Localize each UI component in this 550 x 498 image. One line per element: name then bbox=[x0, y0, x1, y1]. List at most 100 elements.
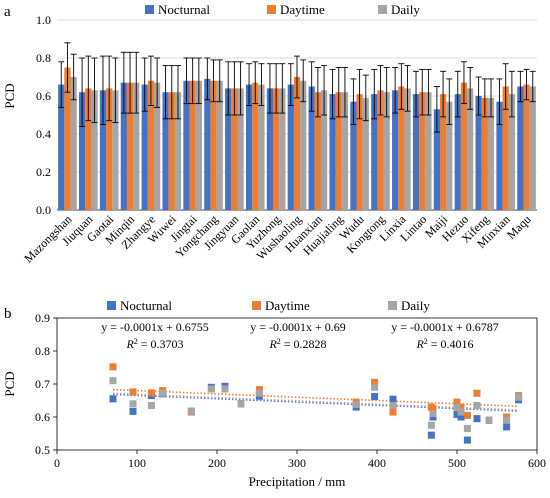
bar-nocturnal bbox=[141, 84, 148, 210]
bar-nocturnal bbox=[79, 92, 86, 210]
panel-b-x-ticks: 0 100 200 300 400 500 600 bbox=[54, 450, 546, 470]
x-tick-label: 100 bbox=[128, 456, 146, 470]
point-daily bbox=[371, 383, 379, 391]
point-nocturnal bbox=[503, 423, 511, 431]
bar-daily bbox=[362, 97, 369, 210]
panel-a-bars bbox=[58, 67, 536, 211]
point-daily bbox=[427, 421, 435, 429]
bar-daytime bbox=[252, 82, 259, 210]
legend-label-daily[interactable]: Daily bbox=[401, 298, 430, 313]
bar-daily bbox=[112, 90, 119, 210]
y-tick-label: 1.0 bbox=[36, 13, 51, 27]
legend-swatch-daytime bbox=[267, 5, 276, 14]
bar-nocturnal bbox=[350, 101, 357, 210]
point-daytime bbox=[371, 378, 379, 386]
point-daytime bbox=[463, 411, 471, 419]
bar-daytime bbox=[273, 88, 280, 210]
bar-daily bbox=[237, 88, 244, 210]
point-daily bbox=[109, 377, 117, 385]
legend-swatch-nocturnal bbox=[145, 5, 154, 14]
bar-daytime bbox=[481, 97, 488, 210]
legend-label-daytime[interactable]: Daytime bbox=[280, 2, 325, 17]
bar-daily bbox=[174, 92, 182, 210]
point-daytime bbox=[473, 389, 481, 397]
y-tick-label: 0.6 bbox=[36, 89, 51, 103]
bar-nocturnal bbox=[225, 88, 232, 210]
trendline-daytime bbox=[112, 388, 519, 408]
legend-swatch-daytime bbox=[252, 301, 261, 310]
trendline-daily bbox=[112, 392, 519, 411]
legend-label-daytime[interactable]: Daytime bbox=[265, 298, 310, 313]
bar-daily bbox=[320, 90, 328, 210]
point-daytime bbox=[147, 389, 155, 397]
x-tick-label: 600 bbox=[528, 456, 546, 470]
point-daily bbox=[515, 393, 523, 401]
point-daily bbox=[352, 400, 360, 408]
bar-nocturnal bbox=[329, 94, 336, 210]
bar-nocturnal bbox=[371, 94, 378, 210]
legend-swatch-nocturnal bbox=[107, 301, 116, 310]
point-daily bbox=[457, 408, 465, 416]
equation-nocturnal: y = -0.0001x + 0.6755 bbox=[101, 320, 209, 334]
bar-daily bbox=[70, 77, 77, 210]
bar-daily bbox=[300, 80, 307, 210]
r2-nocturnal: R2 = 0.3703 bbox=[125, 337, 183, 352]
point-nocturnal bbox=[457, 413, 465, 421]
point-daytime bbox=[255, 386, 263, 394]
bar-daily bbox=[467, 88, 474, 210]
point-nocturnal bbox=[371, 393, 379, 401]
panel-b-y-ticks: 0.5 0.6 0.7 0.8 0.9 bbox=[35, 311, 57, 457]
point-nocturnal bbox=[473, 415, 481, 423]
bar-nocturnal bbox=[266, 88, 274, 210]
bar-daily bbox=[195, 80, 202, 210]
point-nocturnal bbox=[427, 431, 435, 439]
panel-b-trendlines bbox=[112, 388, 519, 412]
bar-daytime bbox=[189, 80, 196, 210]
panel-b-x-label: Precipitation / mm bbox=[249, 474, 346, 489]
y-tick-label: 0.9 bbox=[35, 311, 50, 325]
bar-daytime bbox=[147, 80, 155, 210]
r2-daytime: R2 = 0.2828 bbox=[268, 337, 326, 352]
panel-a-y-ticks: 0.0 0.2 0.4 0.6 0.8 1.0 bbox=[36, 13, 51, 217]
legend-label-nocturnal[interactable]: Nocturnal bbox=[120, 298, 172, 313]
y-tick-label: 0.5 bbox=[35, 443, 50, 457]
point-daily bbox=[463, 425, 471, 433]
bar-nocturnal bbox=[58, 84, 65, 210]
bar-daytime bbox=[64, 67, 71, 210]
panel-a-y-label: PCD bbox=[2, 83, 17, 108]
bar-daily bbox=[258, 84, 265, 210]
bar-daily bbox=[279, 88, 286, 210]
point-daily bbox=[453, 403, 461, 411]
point-daytime bbox=[457, 403, 465, 411]
y-tick-label: 0.0 bbox=[36, 203, 51, 217]
point-nocturnal bbox=[109, 395, 117, 403]
bar-daily bbox=[216, 80, 223, 210]
point-daily bbox=[473, 401, 481, 409]
bar-daily bbox=[487, 97, 495, 210]
x-tick-label: 200 bbox=[208, 456, 226, 470]
panel-b-equations: y = -0.0001x + 0.6755 R2 = 0.3703 y = -0.0… bbox=[101, 320, 499, 351]
bar-daily bbox=[383, 92, 390, 210]
y-tick-label: 0.7 bbox=[35, 377, 50, 391]
bar-daily bbox=[91, 90, 98, 210]
point-nocturnal bbox=[129, 407, 137, 415]
legend-label-nocturnal[interactable]: Nocturnal bbox=[158, 2, 210, 17]
y-tick-label: 0.4 bbox=[36, 127, 51, 141]
bar-daily bbox=[529, 86, 536, 210]
bar-nocturnal bbox=[392, 90, 399, 210]
x-tick-label: 400 bbox=[368, 456, 386, 470]
panel-b-points bbox=[109, 363, 523, 444]
bar-daytime bbox=[126, 82, 134, 210]
bar-daytime bbox=[231, 88, 238, 210]
bar-daytime bbox=[85, 88, 92, 210]
panel-b-legend[interactable]: Nocturnal Daytime Daily bbox=[107, 298, 430, 313]
panel-a-legend[interactable]: Nocturnal Daytime Daily bbox=[145, 2, 420, 17]
point-daily bbox=[147, 401, 155, 409]
panel-b: b 0.5 0.6 0.7 0.8 0.9 0 100 200 300 400 500 600 y … bbox=[2, 298, 546, 489]
point-daytime bbox=[109, 363, 117, 371]
bar-daytime bbox=[356, 94, 363, 210]
legend-label-daily[interactable]: Daily bbox=[391, 2, 420, 17]
trendline-nocturnal bbox=[112, 393, 519, 412]
bar-nocturnal bbox=[99, 90, 107, 210]
bar-daytime bbox=[314, 92, 321, 210]
